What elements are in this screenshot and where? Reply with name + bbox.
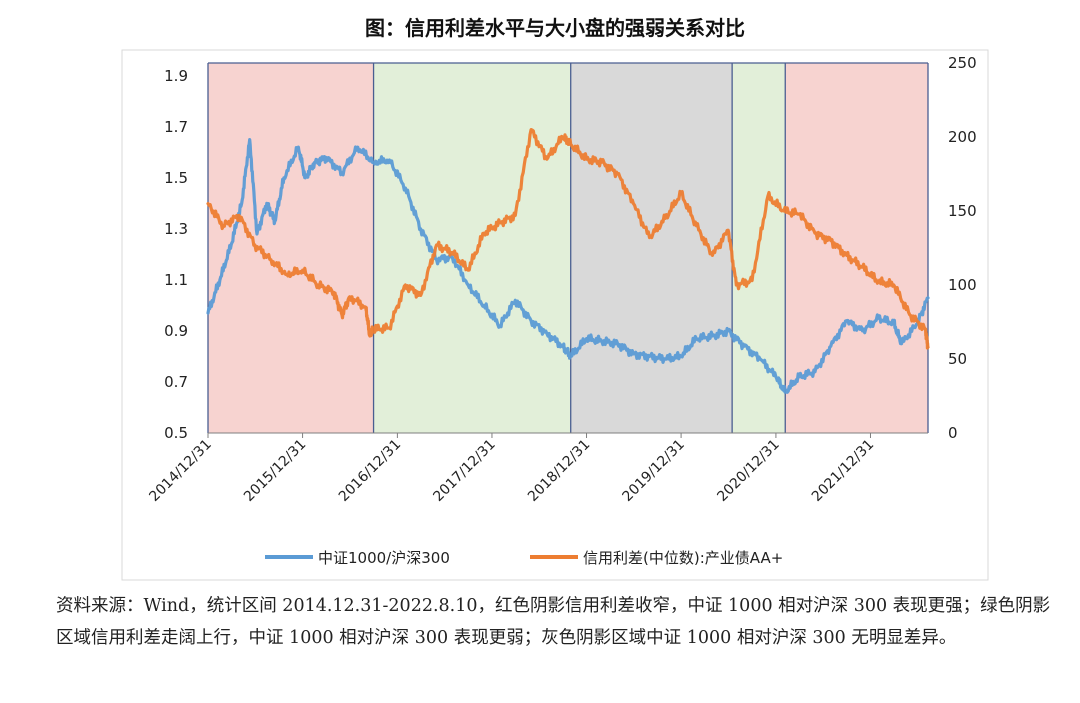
right-axis-ticks: 0 50 100 150 200 250 bbox=[948, 54, 977, 442]
left-axis-tick-label: 1.5 bbox=[164, 169, 188, 187]
left-axis-tick-label: 1.1 bbox=[164, 271, 188, 289]
legend-label-1: 中证1000/沪深300 bbox=[318, 549, 450, 567]
left-axis-tick-label: 1.9 bbox=[164, 67, 188, 85]
left-axis-tick-label: 0.5 bbox=[164, 424, 188, 442]
shaded-regions bbox=[208, 63, 928, 433]
left-axis-tick-label: 1.7 bbox=[164, 118, 188, 136]
shaded-region-3 bbox=[570, 63, 733, 433]
right-axis-tick-label: 150 bbox=[948, 202, 977, 220]
right-axis-tick-label: 200 bbox=[948, 128, 977, 146]
left-axis-ticks: 0.5 0.7 0.9 1.1 1.3 1.5 1.7 1.9 bbox=[164, 67, 188, 442]
series-line-1 bbox=[206, 138, 930, 394]
legend: 中证1000/沪深300 信用利差(中位数):产业债AA+ bbox=[265, 549, 783, 567]
region-dividers bbox=[207, 62, 929, 433]
right-axis-tick-label: 0 bbox=[948, 424, 958, 442]
left-axis-tick-label: 1.3 bbox=[164, 220, 188, 238]
chart-title: 图：信用利差水平与大小盘的强弱关系对比 bbox=[365, 16, 745, 40]
right-axis-tick-label: 100 bbox=[948, 276, 977, 294]
legend-label-2: 信用利差(中位数):产业债AA+ bbox=[583, 549, 783, 567]
left-axis-tick-label: 0.7 bbox=[164, 373, 188, 391]
credit-spread-chart: 图：信用利差水平与大小盘的强弱关系对比 0.5 0.7 0.9 1.1 1.3 1.5 1.… bbox=[121, 16, 989, 581]
chart-container: 图：信用利差水平与大小盘的强弱关系对比 0.5 0.7 0.9 1.1 1.3 1.5 1.… bbox=[121, 16, 989, 581]
right-axis-tick-label: 250 bbox=[948, 54, 977, 72]
shaded-region-2 bbox=[373, 63, 571, 433]
shaded-region-1 bbox=[208, 63, 374, 433]
left-axis-tick-label: 0.9 bbox=[164, 322, 188, 340]
right-axis-tick-label: 50 bbox=[948, 350, 967, 368]
source-note: 资料来源：Wind，统计区间 2014.12.31-2022.8.10，红色阴影… bbox=[56, 596, 1051, 648]
series-line-2 bbox=[206, 128, 930, 350]
series-lines bbox=[206, 128, 930, 394]
